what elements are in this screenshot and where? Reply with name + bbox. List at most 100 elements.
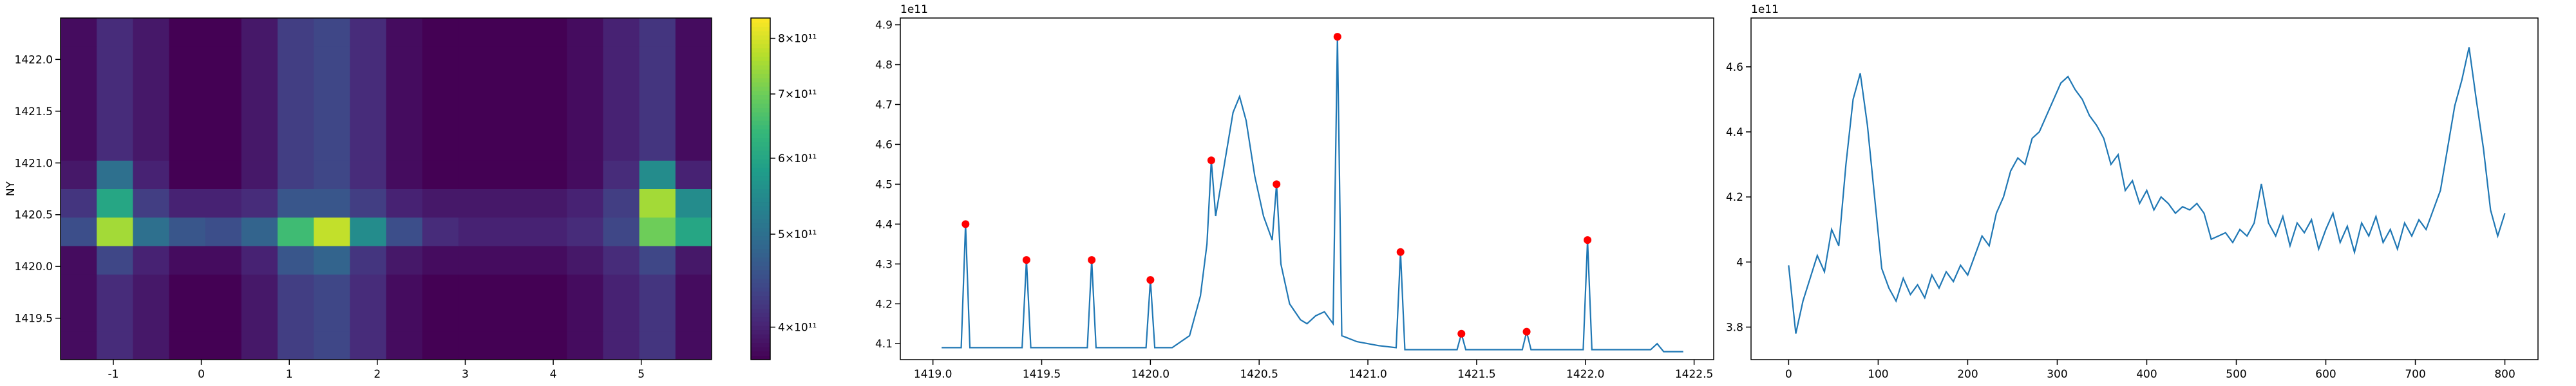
- heatmap-cell: [495, 274, 531, 303]
- heatmap-cell: [603, 160, 640, 189]
- heatmap-cell: [675, 46, 712, 75]
- colorbar-segment: [751, 124, 770, 130]
- y-tick-label: 4.5: [875, 178, 893, 191]
- colorbar-segment: [751, 39, 770, 44]
- colorbar-segment: [751, 201, 770, 207]
- heatmap-cell: [350, 46, 386, 75]
- x-tick-label: 4: [550, 368, 557, 381]
- heatmap-cell: [422, 46, 459, 75]
- colorbar-segment: [751, 257, 770, 262]
- colorbar-segment: [751, 90, 770, 96]
- colorbar-segment: [751, 146, 770, 151]
- heatmap-cell: [61, 160, 97, 189]
- x-tick-label: 1419.0: [914, 368, 952, 381]
- heatmap-cell: [639, 217, 676, 246]
- colorbar-segment: [751, 176, 770, 181]
- peak-marker: [1022, 256, 1030, 264]
- heatmap-cell: [531, 302, 567, 332]
- heatmap-cell: [350, 160, 386, 189]
- colorbar-segment: [751, 69, 770, 74]
- colorbar-segment: [751, 133, 770, 138]
- colorbar-segment: [751, 99, 770, 104]
- colorbar-segment: [751, 240, 770, 245]
- colorbar-segment: [751, 43, 770, 49]
- heatmap-cell: [567, 75, 603, 104]
- heatmap-cell: [603, 274, 640, 303]
- y-tick-label: 4.2: [875, 298, 893, 311]
- x-tick-label: 0: [1785, 368, 1792, 381]
- heatmap-cell: [495, 103, 531, 133]
- heatmap-cell: [567, 188, 603, 218]
- peak-marker: [1273, 180, 1281, 188]
- y-tick-label: 4.8: [875, 59, 893, 71]
- heatmap-cell: [458, 246, 495, 275]
- heatmap-cell: [133, 302, 169, 332]
- line: [1788, 47, 2506, 334]
- heatmap-cell: [205, 188, 242, 218]
- colorbar-segment: [751, 52, 770, 57]
- heatmap-cell: [603, 302, 640, 332]
- heatmap-cell: [205, 132, 242, 161]
- heatmap-cell: [603, 246, 640, 275]
- colorbar-segment: [751, 95, 770, 100]
- heatmap-cell: [458, 103, 495, 133]
- heatmap-cell: [61, 302, 97, 332]
- x-tick-label: 1419.5: [1023, 368, 1061, 381]
- heatmap-cell: [314, 132, 350, 161]
- heatmap-cell: [531, 331, 567, 360]
- heatmap-cell: [639, 18, 676, 47]
- heatmap-cell: [675, 75, 712, 104]
- heatmap-cell: [241, 302, 278, 332]
- heatmap-cell: [675, 160, 712, 189]
- colorbar-segment: [751, 342, 770, 347]
- x-tick-label: 2: [374, 368, 381, 381]
- heatmap-cell: [133, 274, 169, 303]
- heatmap-cell: [278, 274, 314, 303]
- heatmap-cell: [495, 160, 531, 189]
- heatmap-cell: [169, 132, 206, 161]
- x-tick-label: 800: [2494, 368, 2515, 381]
- peak-marker: [1396, 248, 1405, 256]
- heatmap-cell: [495, 75, 531, 104]
- heatmap-cell: [241, 188, 278, 218]
- colorbar-segment: [751, 137, 770, 143]
- heatmap-cell: [314, 274, 350, 303]
- colorbar-segment: [751, 30, 770, 36]
- heatmap-cell: [422, 132, 459, 161]
- colorbar-frame: [750, 17, 771, 360]
- heatmap-cell: [97, 46, 133, 75]
- colorbar-segment: [751, 120, 770, 125]
- heatmap-cell: [133, 46, 169, 75]
- x-tick-label: -1: [108, 368, 118, 381]
- heatmap-cell: [495, 188, 531, 218]
- colorbar-tick-label: 8×10¹¹: [778, 33, 817, 46]
- colorbar-segment: [751, 218, 770, 224]
- heatmap-cell: [205, 217, 242, 246]
- peak-marker: [1457, 329, 1466, 338]
- heatmap-cell: [458, 160, 495, 189]
- colorbar-segment: [751, 308, 770, 313]
- colorbar-segment: [751, 265, 770, 271]
- colorbar-segment: [751, 261, 770, 266]
- colorbar-segment: [751, 77, 770, 83]
- y-tick-label: 4.4: [1726, 126, 1743, 139]
- heatmap-cell: [603, 103, 640, 133]
- heatmap-cell: [386, 103, 423, 133]
- heatmap-cell: [314, 75, 350, 104]
- heatmap-cell: [314, 331, 350, 360]
- heatmap-cell: [205, 18, 242, 47]
- colorbar-segment: [751, 60, 770, 66]
- x-tick-label: 600: [2315, 368, 2336, 381]
- colorbar-tick-label: 4×10¹¹: [778, 322, 817, 335]
- x-tick-label: 200: [1957, 368, 1978, 381]
- heatmap-cell: [675, 217, 712, 246]
- heatmap-cell: [350, 246, 386, 275]
- heatmap-cell: [97, 274, 133, 303]
- colorbar-tick-label: 5×10¹¹: [778, 228, 817, 241]
- heatmap-cell: [61, 103, 97, 133]
- heatmap-cell: [567, 160, 603, 189]
- colorbar-segment: [751, 112, 770, 117]
- heatmap-cell: [458, 274, 495, 303]
- colorbar-segment: [751, 300, 770, 305]
- heatmap-cell: [205, 160, 242, 189]
